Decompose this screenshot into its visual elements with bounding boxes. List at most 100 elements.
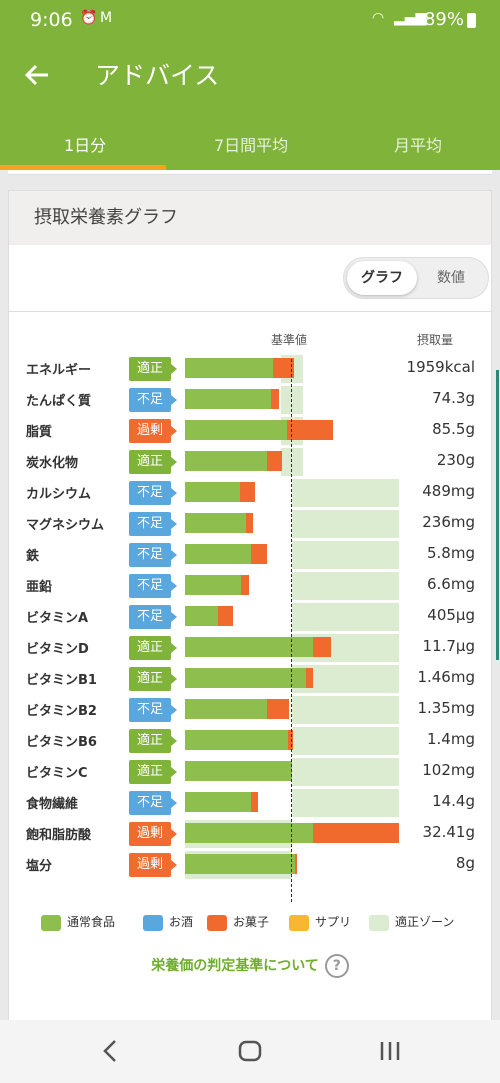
status-badge: 適正 xyxy=(129,636,177,660)
intake-value: 32.41g xyxy=(422,823,475,841)
tab-daily[interactable]: 1日分 xyxy=(64,136,107,155)
help-icon[interactable]: ? xyxy=(324,954,349,978)
legend-swatch xyxy=(289,914,309,931)
bar-snacks xyxy=(251,544,268,564)
bar-regular-food xyxy=(185,823,314,843)
bar-snacks xyxy=(295,854,298,874)
bar-regular-food xyxy=(185,854,296,874)
gmail-icon: M xyxy=(100,10,113,26)
bar-regular-food xyxy=(185,420,287,440)
nutrient-row: 炭水化物 適正 230g xyxy=(9,448,491,476)
nutrient-name: ビタミンB2 xyxy=(26,704,97,719)
bar-track xyxy=(185,665,399,693)
ok-zone xyxy=(292,572,399,600)
bar-track xyxy=(185,851,399,879)
intake-value: 236mg xyxy=(422,513,475,531)
nutrient-row: 脂質 過剰 85.5g xyxy=(9,417,491,445)
ok-zone xyxy=(292,727,399,755)
status-badge: 適正 xyxy=(129,729,177,753)
intake-value: 85.5g xyxy=(432,420,475,438)
nutrient-row: たんぱく質 不足 74.3g xyxy=(9,386,491,414)
bar-snacks xyxy=(267,451,283,471)
reference-column-header: 基準値 xyxy=(271,333,308,347)
legend-label: 通常食品 xyxy=(67,915,116,929)
legend: 通常食品 お酒 お菓子 サプリ 適正ゾーン xyxy=(41,913,481,933)
nutrient-name: ビタミンA xyxy=(26,611,89,626)
toggle-number-option[interactable]: 数値 xyxy=(437,270,465,286)
system-nav-bar xyxy=(0,1020,500,1083)
ok-zone xyxy=(292,603,399,631)
bar-snacks xyxy=(270,389,280,409)
bar-regular-food xyxy=(185,792,252,812)
battery-percent: 89% xyxy=(423,9,464,30)
criteria-link-text[interactable]: 栄養価の判定基準について xyxy=(151,958,319,974)
intake-value: 5.8mg xyxy=(427,544,475,562)
bar-regular-food xyxy=(185,544,252,564)
bar-regular-food xyxy=(185,668,306,688)
bar-snacks xyxy=(251,792,258,812)
app-bar: アドバイス 1日分 7日間平均 月平均 xyxy=(0,38,500,170)
bar-regular-food xyxy=(185,358,273,378)
share-buttons xyxy=(9,1011,491,1020)
scroll-content[interactable]: 摂取栄養素グラフ グラフ 数値 基準値 摂取量 エネルギー 適正 1959kcal た… xyxy=(0,170,500,1020)
divider xyxy=(9,311,491,312)
bar-snacks xyxy=(239,482,255,502)
bar-track xyxy=(185,727,399,755)
status-badge: 不足 xyxy=(129,698,177,722)
bar-track xyxy=(185,541,399,569)
ok-zone xyxy=(292,479,399,507)
intake-value: 14.4g xyxy=(432,792,475,810)
nav-recents-icon[interactable] xyxy=(378,1038,402,1064)
bar-track xyxy=(185,696,399,724)
legend-label: お菓子 xyxy=(233,915,270,929)
status-badge: 過剰 xyxy=(129,853,177,877)
nutrient-row: ビタミンB2 不足 1.35mg xyxy=(9,696,491,724)
bar-regular-food xyxy=(185,730,288,750)
legend-swatch xyxy=(41,914,61,931)
bar-snacks xyxy=(287,730,294,750)
view-toggle[interactable]: グラフ 数値 xyxy=(343,257,489,299)
status-badge: 適正 xyxy=(129,450,177,474)
scrollbar[interactable] xyxy=(496,370,499,660)
nutrient-row: 飽和脂肪酸 過剰 32.41g xyxy=(9,820,491,848)
ok-zone xyxy=(292,696,399,724)
intake-value: 405μg xyxy=(427,606,475,624)
nutrient-name: マグネシウム xyxy=(26,518,105,533)
nutrient-row: ビタミンD 適正 11.7μg xyxy=(9,634,491,662)
status-time: 9:06 xyxy=(30,9,73,31)
intake-value: 6.6mg xyxy=(427,575,475,593)
nutrient-name: 食物繊維 xyxy=(26,797,79,812)
page-title: アドバイス xyxy=(95,61,220,90)
back-arrow-icon[interactable] xyxy=(22,60,52,90)
status-badge: 不足 xyxy=(129,605,177,629)
ok-zone xyxy=(292,789,399,817)
bar-track xyxy=(185,355,399,383)
tab-monthly-average[interactable]: 月平均 xyxy=(394,136,443,155)
bar-snacks xyxy=(245,513,254,533)
intake-value: 1.35mg xyxy=(417,699,475,717)
intake-value: 8g xyxy=(455,854,475,872)
status-badge: 不足 xyxy=(129,791,177,815)
nav-back-icon[interactable] xyxy=(100,1038,120,1064)
tab-weekly-average[interactable]: 7日間平均 xyxy=(214,136,289,155)
status-badge: 不足 xyxy=(129,512,177,536)
legend-item: サプリ xyxy=(289,913,351,931)
toggle-graph-option[interactable]: グラフ xyxy=(347,261,417,295)
card-title: 摂取栄養素グラフ xyxy=(9,191,491,245)
intake-value: 1.46mg xyxy=(417,668,475,686)
intake-value: 1.4mg xyxy=(427,730,475,748)
criteria-link[interactable]: 栄養価の判定基準について? xyxy=(9,954,491,978)
bar-snacks xyxy=(313,823,399,843)
nav-home-icon[interactable] xyxy=(238,1038,262,1064)
status-badge: 不足 xyxy=(129,574,177,598)
nutrient-row: 塩分 過剰 8g xyxy=(9,851,491,879)
intake-value: 230g xyxy=(436,451,475,469)
intake-value: 489mg xyxy=(422,482,475,500)
active-tab-indicator xyxy=(0,165,166,170)
status-bar: 9:06 ⏰ M ◠ ▂▄▆ 89% xyxy=(0,0,500,38)
intake-value: 102mg xyxy=(422,761,475,779)
bar-regular-food xyxy=(185,606,219,626)
legend-item: お菓子 xyxy=(207,913,269,931)
bar-snacks xyxy=(267,699,289,719)
legend-item: 適正ゾーン xyxy=(369,913,454,931)
